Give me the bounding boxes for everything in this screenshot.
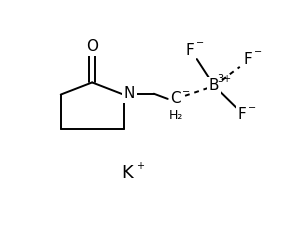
Text: −: −: [196, 38, 204, 48]
Text: C: C: [170, 91, 181, 106]
Text: F: F: [238, 107, 247, 122]
Text: 3+: 3+: [217, 74, 231, 84]
Text: K: K: [121, 164, 133, 182]
Text: H₂: H₂: [169, 109, 183, 122]
Text: B: B: [209, 78, 220, 93]
Text: N: N: [124, 86, 135, 101]
Text: +: +: [136, 161, 144, 171]
Text: F: F: [244, 52, 252, 67]
Text: F: F: [185, 43, 194, 58]
Text: −: −: [182, 87, 190, 97]
Text: O: O: [86, 39, 98, 54]
Text: −: −: [248, 103, 256, 112]
Text: −: −: [254, 47, 262, 57]
